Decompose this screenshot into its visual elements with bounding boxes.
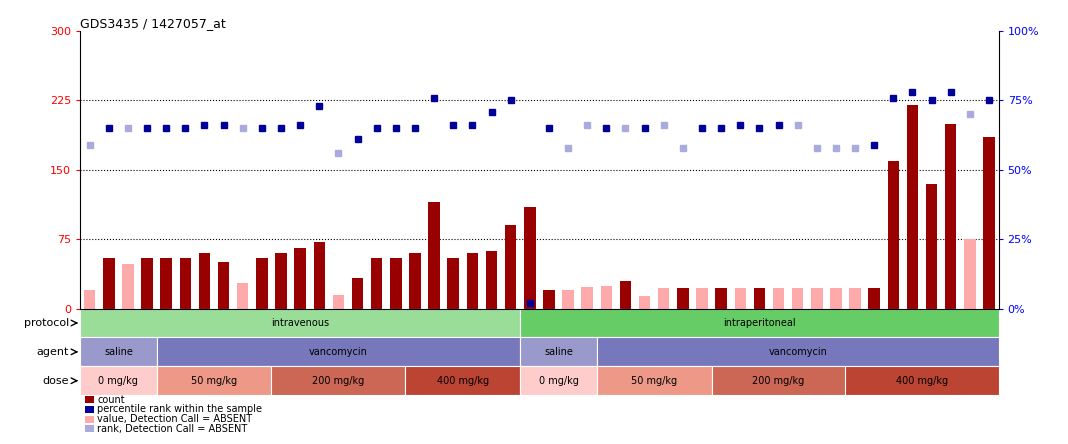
Bar: [80, 309, 520, 337]
Text: vancomycin: vancomycin: [768, 347, 827, 357]
Text: protocol: protocol: [23, 318, 69, 328]
Bar: [711, 366, 846, 395]
Bar: [351, 278, 363, 309]
Text: intravenous: intravenous: [271, 318, 329, 328]
Text: 200 mg/kg: 200 mg/kg: [752, 376, 804, 386]
Text: 50 mg/kg: 50 mg/kg: [631, 376, 677, 386]
Bar: [199, 253, 210, 309]
Bar: [524, 207, 535, 309]
Bar: [907, 105, 918, 309]
Bar: [179, 258, 191, 309]
Bar: [658, 288, 670, 309]
Bar: [597, 337, 999, 366]
Bar: [157, 366, 271, 395]
Text: 50 mg/kg: 50 mg/kg: [191, 376, 237, 386]
Bar: [428, 202, 440, 309]
Bar: [505, 226, 516, 309]
Bar: [520, 337, 597, 366]
Text: percentile rank within the sample: percentile rank within the sample: [97, 404, 262, 414]
Text: saline: saline: [104, 347, 132, 357]
Bar: [218, 262, 230, 309]
Bar: [619, 281, 631, 309]
Bar: [945, 123, 957, 309]
Bar: [256, 258, 268, 309]
Text: 0 mg/kg: 0 mg/kg: [98, 376, 139, 386]
Bar: [811, 288, 822, 309]
Bar: [544, 290, 554, 309]
Bar: [846, 366, 999, 395]
Bar: [237, 283, 249, 309]
Text: vancomycin: vancomycin: [309, 347, 367, 357]
Text: count: count: [97, 395, 125, 404]
Bar: [754, 288, 765, 309]
Bar: [406, 366, 520, 395]
Bar: [80, 337, 157, 366]
Bar: [103, 258, 114, 309]
Bar: [696, 288, 708, 309]
Text: 200 mg/kg: 200 mg/kg: [312, 376, 364, 386]
Bar: [562, 290, 574, 309]
Bar: [447, 258, 459, 309]
Bar: [735, 288, 745, 309]
Bar: [332, 295, 344, 309]
Text: dose: dose: [43, 376, 69, 386]
Bar: [888, 161, 899, 309]
Bar: [80, 366, 157, 395]
Bar: [639, 296, 650, 309]
Bar: [467, 253, 478, 309]
Text: intraperitoneal: intraperitoneal: [723, 318, 796, 328]
Bar: [716, 288, 727, 309]
Bar: [520, 366, 597, 395]
Bar: [409, 253, 421, 309]
Bar: [984, 138, 994, 309]
Text: agent: agent: [36, 347, 69, 357]
Bar: [84, 290, 95, 309]
Bar: [271, 366, 406, 395]
Bar: [295, 249, 305, 309]
Bar: [141, 258, 153, 309]
Text: 0 mg/kg: 0 mg/kg: [538, 376, 579, 386]
Bar: [390, 258, 402, 309]
Bar: [486, 251, 498, 309]
Bar: [600, 286, 612, 309]
Bar: [597, 366, 711, 395]
Bar: [276, 253, 286, 309]
Bar: [520, 309, 999, 337]
Bar: [964, 239, 976, 309]
Bar: [314, 242, 325, 309]
Bar: [677, 288, 689, 309]
Bar: [157, 337, 520, 366]
Text: 400 mg/kg: 400 mg/kg: [896, 376, 948, 386]
Text: saline: saline: [544, 347, 572, 357]
Bar: [371, 258, 382, 309]
Bar: [849, 288, 861, 309]
Bar: [160, 258, 172, 309]
Text: rank, Detection Call = ABSENT: rank, Detection Call = ABSENT: [97, 424, 248, 434]
Text: 400 mg/kg: 400 mg/kg: [437, 376, 489, 386]
Bar: [926, 184, 938, 309]
Bar: [122, 264, 134, 309]
Text: GDS3435 / 1427057_at: GDS3435 / 1427057_at: [80, 17, 225, 30]
Bar: [773, 288, 784, 309]
Bar: [868, 288, 880, 309]
Bar: [792, 288, 803, 309]
Bar: [581, 287, 593, 309]
Text: value, Detection Call = ABSENT: value, Detection Call = ABSENT: [97, 414, 252, 424]
Bar: [830, 288, 842, 309]
